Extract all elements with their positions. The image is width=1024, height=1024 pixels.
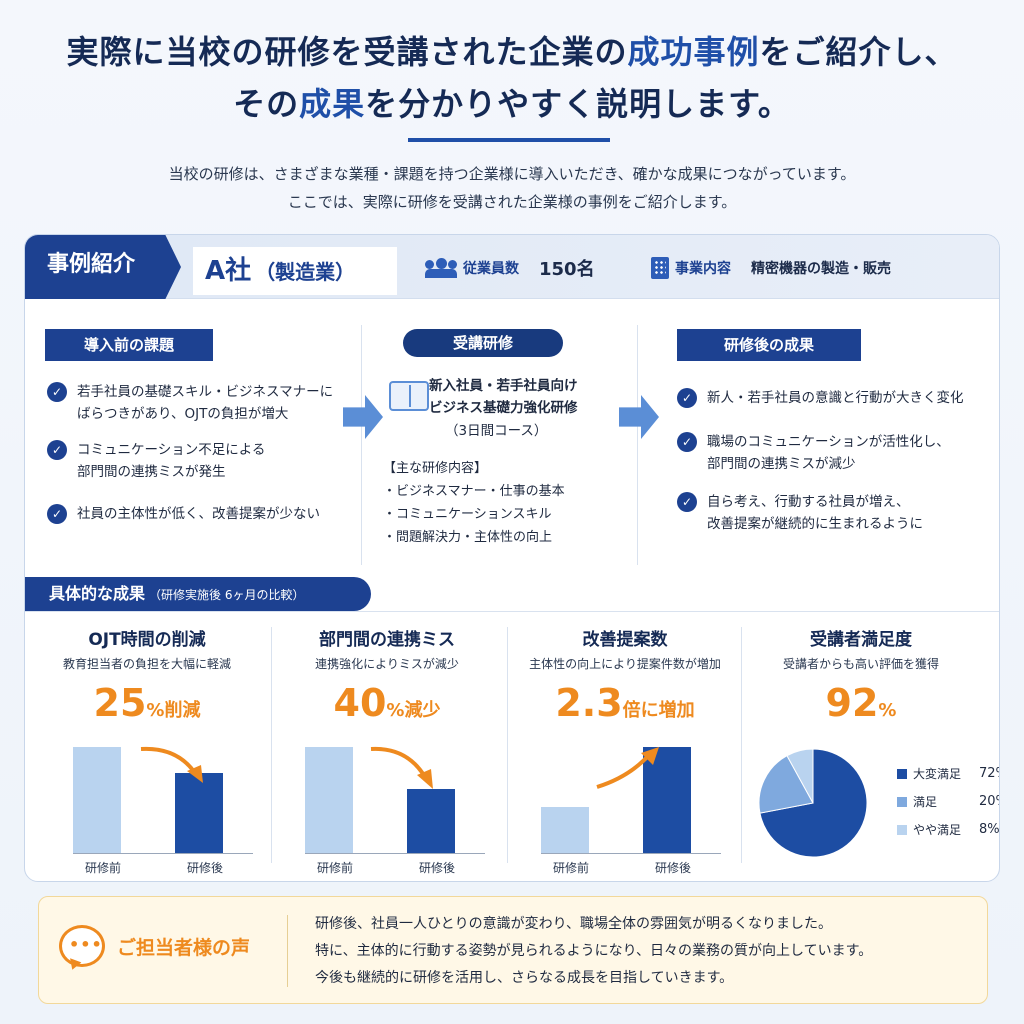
course-duration: （3日間コース） xyxy=(445,423,548,439)
voice-divider xyxy=(287,915,288,987)
course-contents: 【主な研修内容】 ・ビジネスマナー・仕事の基本 ・コミュニケーションスキル ・問… xyxy=(383,461,565,545)
before-item: ✓ 若手社員の基礎スキル・ビジネスマナーに ばらつきがあり、OJTの負担が増大 xyxy=(47,381,333,425)
check-icon: ✓ xyxy=(677,492,697,512)
bar-label-after: 研修後 xyxy=(654,861,691,875)
voice-text: 研修後、社員一人ひとりの意識が変わり、職場全体の雰囲気が明るくなりました。 特に… xyxy=(315,916,873,986)
check-icon: ✓ xyxy=(47,382,67,402)
bar-label-before: 研修前 xyxy=(316,861,353,875)
results-tag: 具体的な成果 （研修実施後 6ヶ月の比較） xyxy=(25,577,371,611)
metric-value: 40%減少 xyxy=(333,681,441,725)
building-icon xyxy=(651,257,669,279)
flow-arrow-icon xyxy=(343,395,383,439)
business-value: 精密機器の製造・販売 xyxy=(751,261,891,277)
metric-value: 2.3倍に増加 xyxy=(555,681,695,725)
headline-underline xyxy=(408,138,610,142)
after-item: ✓ 職場のコミュニケーションが活性化し、 部門間の連携ミスが減少 xyxy=(677,431,950,475)
people-icon xyxy=(425,258,457,278)
headline-line-1: 実際に当校の研修を受講された企業の成功事例をご紹介し、 xyxy=(66,33,958,71)
metric-divider xyxy=(271,627,272,863)
case-study-card: 事例紹介 A社 （製造業） 従業員数 150名 事業内容 精密機器の製造・販売 導… xyxy=(24,234,1000,882)
bar-after xyxy=(407,789,455,853)
company-name: A社 xyxy=(205,256,252,286)
chart-baseline xyxy=(541,853,721,854)
before-item: ✓ 社員の主体性が低く、改善提案が少ない xyxy=(47,503,320,525)
after-item: ✓ 自ら考え、行動する社員が増え、 改善提案が継続的に生まれるように xyxy=(677,491,923,535)
legend-item: 満足 20% xyxy=(897,793,999,810)
check-icon: ✓ xyxy=(677,432,697,452)
business-meta: 事業内容 精密機器の製造・販売 xyxy=(651,255,891,281)
page-headline: 実際に当校の研修を受講された企業の成功事例をご紹介し、 その成果を分かりやすく説… xyxy=(0,26,1024,130)
legend-item: 大変満足 72% xyxy=(897,765,999,782)
check-icon: ✓ xyxy=(677,388,697,408)
legend-swatch xyxy=(897,824,907,835)
results-rule xyxy=(25,611,999,612)
before-title: 導入前の課題 xyxy=(45,329,213,361)
satisfaction-pie-chart xyxy=(758,748,868,858)
bar-after xyxy=(643,747,691,853)
course-title: 受講研修 xyxy=(403,329,563,357)
chart-baseline xyxy=(73,853,253,854)
metric-satisfaction: 受講者満足度 受講者からも高い評価を獲得 92% xyxy=(743,625,999,875)
metric-divider xyxy=(507,627,508,863)
metric-value: 25%削減 xyxy=(93,681,201,725)
legend-swatch xyxy=(897,768,907,779)
bar-label-before: 研修前 xyxy=(552,861,589,875)
bar-label-before: 研修前 xyxy=(84,861,121,875)
metric-ojt: OJT時間の削減 教育担当者の負担を大幅に軽減 25%削減 研修前 研修後 xyxy=(29,625,265,875)
chart-baseline xyxy=(305,853,485,854)
flow-arrow-icon xyxy=(619,395,659,439)
column-divider xyxy=(637,325,638,565)
intro-text: 当校の研修は、さまざまな業種・課題を持つ企業様に導入いただき、確かな成果につなが… xyxy=(168,165,856,211)
pie-slice-3 xyxy=(786,748,814,804)
headline-line-2: その成果を分かりやすく説明します。 xyxy=(233,85,791,123)
book-icon xyxy=(389,381,429,411)
voice-title: ご担当者様の声 xyxy=(117,937,251,959)
legend-item: やや満足 8% xyxy=(897,821,999,838)
decrease-arrow-icon xyxy=(370,746,433,789)
bar-label-after: 研修後 xyxy=(418,861,455,875)
bar-before xyxy=(541,807,589,853)
metric-suggestions: 改善提案数 主体性の向上により提案件数が増加 2.3倍に増加 研修前 研修後 xyxy=(507,625,743,875)
pie-slice-2 xyxy=(758,755,814,814)
decrease-arrow-icon xyxy=(140,746,203,783)
after-title: 研修後の成果 xyxy=(677,329,861,361)
legend-swatch xyxy=(897,796,907,807)
bar-label-after: 研修後 xyxy=(186,861,223,875)
before-item: ✓ コミュニケーション不足による 部門間の連携ミスが発生 xyxy=(47,439,265,483)
employees-value: 150名 xyxy=(539,259,595,280)
increase-arrow-icon xyxy=(596,747,659,789)
company-sector: （製造業） xyxy=(255,260,356,284)
bar-after xyxy=(175,773,223,853)
bar-before xyxy=(73,747,121,853)
bar-before xyxy=(305,747,353,853)
speech-bubble-icon: ••• xyxy=(59,925,105,967)
case-tag: 事例紹介 xyxy=(25,235,181,299)
metric-divider xyxy=(741,627,742,863)
check-icon: ✓ xyxy=(47,440,67,460)
column-divider xyxy=(361,325,362,565)
course-name: 新入社員・若手社員向け ビジネス基礎力強化研修 xyxy=(429,378,578,416)
check-icon: ✓ xyxy=(47,504,67,524)
company-box: A社 （製造業） xyxy=(193,247,397,295)
after-item: ✓ 新人・若手社員の意識と行動が大きく変化 xyxy=(677,387,964,409)
metric-value: 92% xyxy=(825,681,897,725)
metric-coordination: 部門間の連携ミス 連携強化によりミスが減少 40%減少 研修前 研修後 xyxy=(269,625,505,875)
headline-highlight: 成果 xyxy=(299,85,366,123)
case-header: 事例紹介 A社 （製造業） 従業員数 150名 事業内容 精密機器の製造・販売 xyxy=(25,235,999,299)
customer-voice: ••• ご担当者様の声 研修後、社員一人ひとりの意識が変わり、職場全体の雰囲気が… xyxy=(38,896,988,1004)
headline-highlight: 成功事例 xyxy=(627,33,760,71)
employees-meta: 従業員数 150名 xyxy=(425,255,595,281)
